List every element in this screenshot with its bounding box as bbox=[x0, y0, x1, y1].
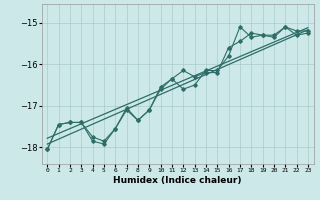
X-axis label: Humidex (Indice chaleur): Humidex (Indice chaleur) bbox=[113, 176, 242, 185]
